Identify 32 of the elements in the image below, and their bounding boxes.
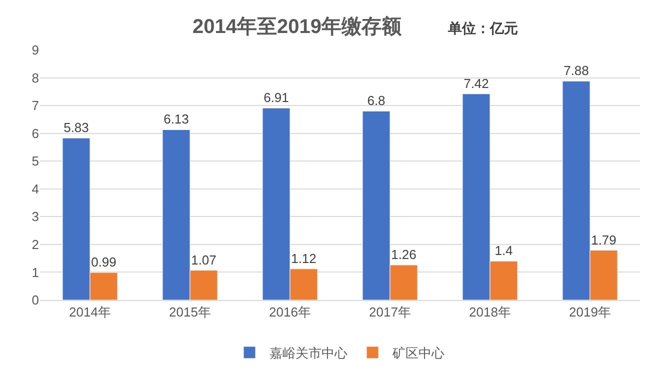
y-tick-label: 1 bbox=[32, 264, 39, 280]
y-tick-label: 8 bbox=[32, 70, 39, 86]
x-tick-label: 2018年 bbox=[469, 304, 511, 320]
x-tick-label: 2016年 bbox=[269, 304, 311, 320]
data-label: 0.99 bbox=[91, 254, 116, 270]
data-label: 6.91 bbox=[264, 90, 289, 106]
chart-subtitle: 单位：亿元 bbox=[447, 20, 518, 36]
chart-title: 2014年至2019年缴存额 bbox=[192, 15, 402, 38]
data-label: 1.4 bbox=[494, 243, 513, 258]
data-label: 1.07 bbox=[191, 252, 216, 268]
x-tick-label: 2019年 bbox=[569, 304, 611, 320]
data-label: 6.8 bbox=[367, 93, 386, 108]
data-label: 1.12 bbox=[291, 250, 316, 266]
data-label: 7.88 bbox=[564, 63, 589, 78]
y-tick-label: 3 bbox=[32, 209, 39, 224]
data-label: 6.13 bbox=[164, 112, 189, 127]
y-tick-label: 0 bbox=[32, 292, 39, 308]
y-tick-label: 7 bbox=[32, 98, 39, 114]
data-label: 7.42 bbox=[464, 76, 489, 91]
y-tick-label: 4 bbox=[32, 181, 39, 196]
x-tick-label: 2015年 bbox=[169, 304, 211, 320]
data-label: 1.26 bbox=[391, 247, 416, 262]
y-tick-label: 5 bbox=[32, 154, 39, 169]
data-label: 1.79 bbox=[591, 232, 616, 248]
legend-label: 矿区中心 bbox=[392, 346, 444, 361]
legend-label: 嘉峪关市中心 bbox=[270, 346, 348, 361]
x-tick-label: 2017年 bbox=[369, 304, 411, 320]
y-tick-label: 9 bbox=[32, 42, 39, 58]
data-label: 5.83 bbox=[64, 120, 89, 136]
y-tick-label: 6 bbox=[32, 126, 39, 141]
x-tick-label: 2014年 bbox=[69, 304, 111, 320]
y-tick-label: 2 bbox=[32, 236, 39, 252]
